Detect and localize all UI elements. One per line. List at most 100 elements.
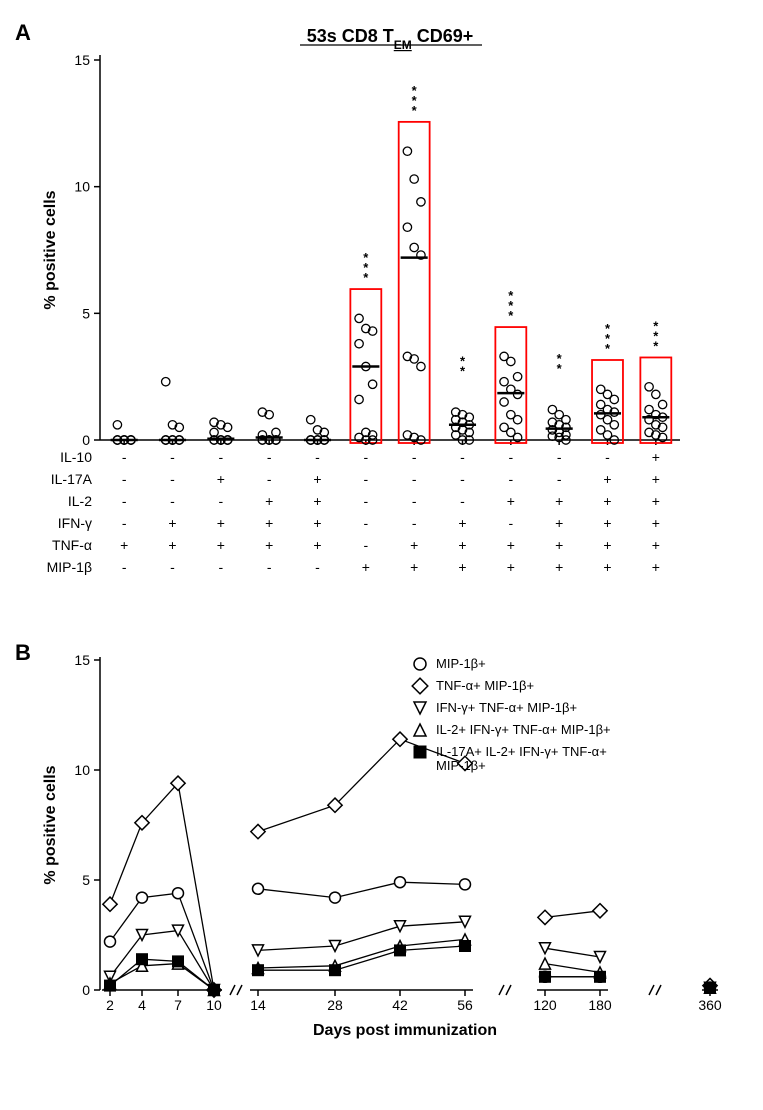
svg-text:-: - [605, 449, 610, 465]
svg-text:-: - [557, 471, 562, 487]
svg-text:IL-17A+ IL-2+ IFN-γ+ TNF-α+MIP: IL-17A+ IL-2+ IFN-γ+ TNF-α+MIP-1β+ [436, 744, 607, 773]
svg-text:+: + [555, 537, 563, 553]
svg-text:-: - [412, 493, 417, 509]
svg-text:-: - [218, 559, 223, 575]
svg-text:+: + [410, 559, 418, 575]
svg-text:0: 0 [82, 982, 90, 998]
svg-text:+: + [120, 537, 128, 553]
svg-text:-: - [363, 515, 368, 531]
svg-text:10: 10 [206, 997, 222, 1013]
svg-text:5: 5 [82, 872, 90, 888]
panel-a-label: A [15, 20, 31, 46]
panel-a: A 53s CD8 TEM CD69+051015% positive cell… [80, 20, 723, 640]
scatter-chart-a: 53s CD8 TEM CD69+051015% positive cells*… [80, 20, 720, 630]
svg-text:-: - [122, 559, 127, 575]
svg-text:-: - [170, 449, 175, 465]
svg-text:IFN-γ: IFN-γ [58, 515, 92, 531]
svg-text:-: - [508, 471, 513, 487]
svg-text:10: 10 [74, 179, 90, 195]
svg-text:-: - [557, 449, 562, 465]
svg-text:+: + [555, 515, 563, 531]
svg-text:+: + [603, 493, 611, 509]
panel-b: B 051015% positive cells2471014284256120… [80, 650, 723, 1090]
svg-text:+: + [652, 493, 660, 509]
svg-text:MIP-1β+: MIP-1β+ [436, 656, 486, 671]
svg-text:180: 180 [588, 997, 612, 1013]
svg-text:-: - [363, 471, 368, 487]
svg-text:+: + [652, 449, 660, 465]
svg-text:+: + [458, 537, 466, 553]
svg-text:28: 28 [327, 997, 343, 1013]
svg-text:+: + [555, 493, 563, 509]
svg-text:120: 120 [533, 997, 557, 1013]
svg-text:-: - [315, 559, 320, 575]
svg-text:+: + [313, 537, 321, 553]
svg-text:2: 2 [106, 997, 114, 1013]
svg-text:7: 7 [174, 997, 182, 1013]
svg-text:15: 15 [74, 52, 90, 68]
svg-text:+: + [265, 537, 273, 553]
svg-text:-: - [460, 493, 465, 509]
svg-text:-: - [508, 449, 513, 465]
svg-text:-: - [460, 449, 465, 465]
svg-text:15: 15 [74, 652, 90, 668]
svg-text:5: 5 [82, 305, 90, 321]
svg-text:IL-2+ IFN-γ+ TNF-α+ MIP-1β+: IL-2+ IFN-γ+ TNF-α+ MIP-1β+ [436, 722, 611, 737]
svg-text:+: + [603, 537, 611, 553]
svg-text:*: * [557, 361, 563, 376]
svg-text:10: 10 [74, 762, 90, 778]
svg-text:+: + [217, 471, 225, 487]
svg-text:+: + [458, 559, 466, 575]
svg-text:+: + [217, 515, 225, 531]
svg-text:+: + [313, 493, 321, 509]
svg-text:+: + [410, 537, 418, 553]
svg-text:-: - [267, 449, 272, 465]
svg-text:IL-10: IL-10 [60, 449, 92, 465]
svg-text:-: - [122, 515, 127, 531]
svg-text:-: - [170, 471, 175, 487]
svg-text:-: - [363, 537, 368, 553]
svg-text:TNF-α: TNF-α [52, 537, 92, 553]
svg-text:-: - [122, 449, 127, 465]
svg-text:+: + [507, 493, 515, 509]
svg-text:+: + [265, 515, 273, 531]
svg-text:IL-17A: IL-17A [51, 471, 93, 487]
svg-text:*: * [605, 341, 611, 356]
svg-text:MIP-1β: MIP-1β [47, 559, 92, 575]
svg-text:% positive cells: % positive cells [42, 190, 59, 309]
svg-text:*: * [363, 270, 369, 285]
svg-text:+: + [603, 559, 611, 575]
svg-text:*: * [460, 364, 466, 379]
svg-text:53s CD8 TEM CD69+: 53s CD8 TEM CD69+ [307, 26, 474, 52]
svg-text:-: - [122, 471, 127, 487]
svg-text:4: 4 [138, 997, 146, 1013]
svg-text:+: + [652, 515, 660, 531]
svg-text:+: + [313, 471, 321, 487]
svg-text:+: + [507, 559, 515, 575]
svg-text:+: + [362, 559, 370, 575]
svg-text:+: + [265, 493, 273, 509]
svg-text:+: + [652, 471, 660, 487]
svg-text:+: + [652, 537, 660, 553]
svg-text:14: 14 [250, 997, 266, 1013]
svg-text:*: * [412, 103, 418, 118]
svg-text:0: 0 [82, 432, 90, 448]
svg-text:Days post immunization: Days post immunization [313, 1022, 497, 1039]
svg-text:+: + [168, 515, 176, 531]
line-chart-b: 051015% positive cells247101428425612018… [80, 650, 760, 1080]
svg-text:+: + [313, 515, 321, 531]
svg-text:+: + [603, 515, 611, 531]
svg-text:*: * [508, 308, 514, 323]
svg-text:-: - [267, 471, 272, 487]
svg-text:56: 56 [457, 997, 473, 1013]
svg-text:-: - [363, 449, 368, 465]
svg-text:+: + [603, 471, 611, 487]
svg-text:+: + [507, 537, 515, 553]
panel-b-label: B [15, 640, 31, 666]
svg-text:-: - [460, 471, 465, 487]
svg-text:-: - [363, 493, 368, 509]
svg-text:-: - [267, 559, 272, 575]
svg-text:360: 360 [698, 997, 722, 1013]
svg-text:+: + [168, 537, 176, 553]
svg-text:+: + [555, 559, 563, 575]
